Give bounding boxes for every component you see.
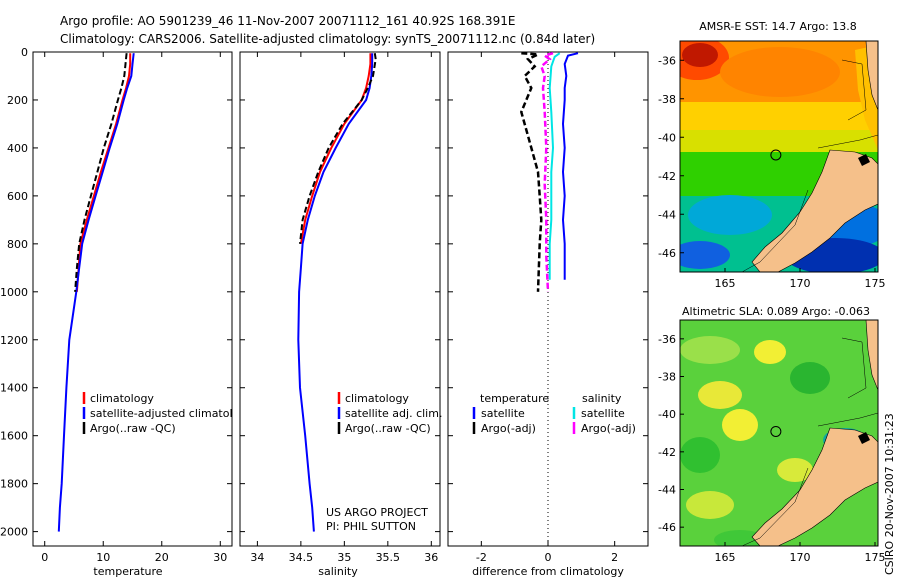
y-tick-label: 1400 (0, 382, 28, 395)
map-y-tick-label: -36 (658, 333, 676, 346)
legend-heading-salinity: salinity (582, 392, 622, 405)
salinity-profile-plot: 34 34.5 35 35.5 36 salinity climatology sate… (239, 51, 442, 578)
legend-label-climatology: climatology (90, 392, 154, 405)
x-tick-label: 30 (213, 551, 227, 564)
argo-position-marker (770, 149, 782, 161)
y-tick-label: 0 (21, 46, 28, 59)
sla-map-image (680, 320, 878, 546)
sst-map-title: AMSR-E SST: 14.7 Argo: 13.8 (699, 20, 857, 33)
map-x-tick-label: 175 (865, 277, 886, 290)
legend-label-sal-satellite: satellite (581, 407, 625, 420)
y-tick-label: 600 (7, 190, 28, 203)
legend-heading-temperature: temperature (480, 392, 549, 405)
y-tick-label: 200 (7, 94, 28, 107)
y-tick-label: 1600 (0, 430, 28, 443)
x-tick-label: 10 (96, 551, 110, 564)
sst-map-panel: AMSR-E SST: 14.7 Argo: 13.8 165 170 175 -36… (658, 20, 886, 290)
sst-map-frame (679, 40, 879, 273)
map-y-tick-label: -38 (658, 93, 676, 106)
map-x-tick-label: 170 (790, 551, 811, 564)
difference-plot-frame (447, 51, 649, 547)
x-tick-label: 36 (424, 551, 438, 564)
y-tick-label: 1200 (0, 334, 28, 347)
salinity-x-axis-label: salinity (318, 565, 358, 578)
y-tick-label: 400 (7, 142, 28, 155)
difference-legend: temperature salinity satellite satellite… (472, 392, 636, 435)
x-tick-label: 35.5 (376, 551, 401, 564)
x-tick-label: 34.5 (289, 551, 314, 564)
series-line-temperature-argo-adj (519, 52, 543, 292)
project-annotation-line1: US ARGO PROJECT (326, 506, 428, 519)
legend-label-temp-argo: Argo(-adj) (481, 422, 536, 435)
map-x-tick-label: 170 (790, 277, 811, 290)
temperature-x-axis-label: temperature (93, 565, 162, 578)
map-y-tick-label: -42 (658, 170, 676, 183)
argo-position-marker (770, 425, 782, 437)
temperature-legend: climatology satellite-adjusted climatolo… (82, 392, 253, 435)
timestamp-stamp: CSIRO 20-Nov-2007 10:31:23 (883, 413, 896, 575)
series-line-salinity-satellite (548, 52, 561, 280)
series-line-temperature-satellite (561, 52, 579, 280)
map-y-tick-label: -42 (658, 446, 676, 459)
sla-map-panel: Altimetric SLA: 0.089 Argo: -0.063 165 17… (658, 305, 885, 564)
legend-label-argo: Argo(..raw -QC) (90, 422, 176, 435)
series-line-climatology (75, 53, 132, 292)
map-y-tick-label: -44 (658, 208, 676, 221)
map-y-tick-label: -40 (658, 131, 676, 144)
x-tick-label: -2 (476, 551, 487, 564)
figure-title-line2: Climatology: CARS2006. Satellite-adjuste… (60, 32, 595, 46)
map-y-tick-label: -40 (658, 408, 676, 421)
x-tick-label: 35 (337, 551, 351, 564)
temperature-profile-plot: 0 10 20 30 0 200 400 600 800 1000 1200 1400 1600 1800… (0, 46, 253, 578)
map-y-tick-label: -36 (658, 54, 676, 67)
series-line-satellite-adj-clim (297, 53, 374, 532)
y-tick-label: 2000 (0, 526, 28, 539)
map-y-tick-label: -46 (658, 521, 676, 534)
series-line-climatology (299, 53, 372, 244)
x-tick-label: 34 (250, 551, 264, 564)
sla-map-frame (679, 319, 879, 547)
figure-title-line1: Argo profile: AO 5901239_46 11-Nov-2007 … (60, 14, 515, 28)
series-line-satellite-adjusted-climatology (57, 53, 135, 532)
map-y-tick-label: -44 (658, 484, 676, 497)
legend-label-argo: Argo(..raw -QC) (345, 422, 431, 435)
x-tick-label: 0 (41, 551, 48, 564)
map-y-tick-label: -46 (658, 247, 676, 260)
sst-map-image (680, 41, 878, 272)
project-annotation-line2: PI: PHIL SUTTON (326, 520, 416, 533)
map-x-tick-label: 165 (715, 551, 736, 564)
salinity-legend: climatology satellite adj. clim. Argo(..… (337, 392, 442, 435)
temperature-plot-frame (32, 51, 233, 547)
y-tick-label: 1800 (0, 478, 28, 491)
difference-profile-plot: -2 0 2 difference from climatology tempera… (447, 51, 649, 578)
difference-x-axis-label: difference from climatology (472, 565, 624, 578)
series-line-salinity-argo-adj (539, 52, 554, 292)
x-tick-label: 20 (155, 551, 169, 564)
map-x-tick-label: 165 (715, 277, 736, 290)
series-line-argo-raw-qc (74, 53, 128, 292)
y-tick-label: 800 (7, 238, 28, 251)
map-y-tick-label: -38 (658, 371, 676, 384)
sla-map-title: Altimetric SLA: 0.089 Argo: -0.063 (682, 305, 870, 318)
legend-label-satellite: satellite adj. clim. (345, 407, 442, 420)
series-line-argo-raw-qc (299, 53, 377, 244)
x-tick-label: 0 (545, 551, 552, 564)
legend-label-climatology: climatology (345, 392, 409, 405)
y-tick-label: 1000 (0, 286, 28, 299)
map-x-tick-label: 175 (865, 551, 886, 564)
x-tick-label: 2 (611, 551, 618, 564)
legend-label-sal-argo: Argo(-adj) (581, 422, 636, 435)
salinity-plot-frame (239, 51, 441, 547)
legend-label-satellite: satellite-adjusted climatology (90, 407, 253, 420)
legend-label-temp-satellite: satellite (481, 407, 525, 420)
